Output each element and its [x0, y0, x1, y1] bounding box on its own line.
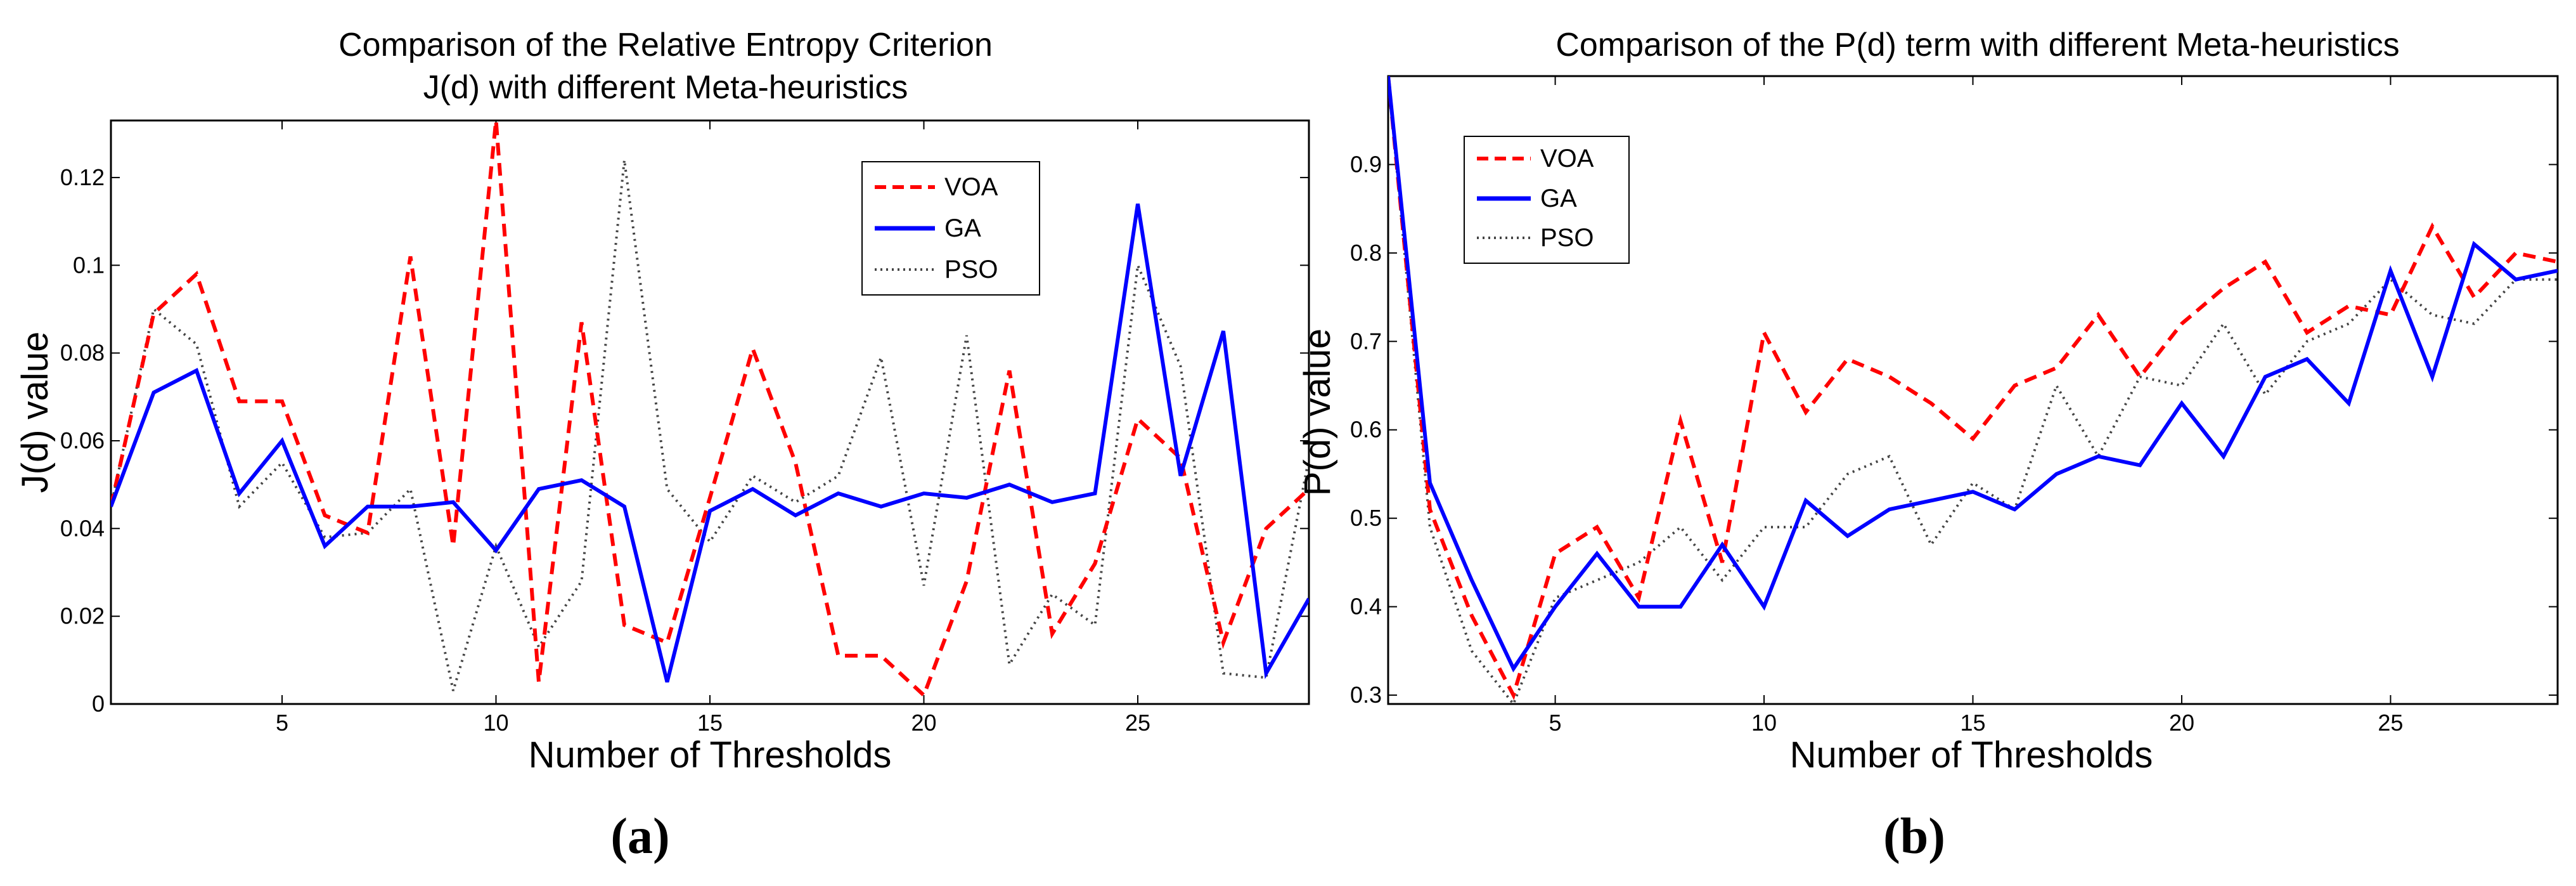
panel-b-x-tick-label-10: 10	[1751, 710, 1777, 736]
panel-b-legend: VOA GA PSO	[1464, 136, 1630, 264]
panel-b-caption: (b)	[1883, 809, 1945, 864]
panel-a-ticks: 5 10 15 20 25 0 0.02 0.04 0.06 0.08 0.1 0.12	[60, 121, 1309, 736]
panel-a-x-tick-label-10: 10	[483, 710, 508, 736]
panel-a-x-tick-label-25: 25	[1125, 710, 1150, 736]
panel-b-legend-ga: GA	[1540, 185, 1577, 212]
panel-a-y-tick-label-5: 0.1	[73, 252, 105, 278]
panel-b-y-tick-label-4: 0.7	[1350, 328, 1382, 354]
panel-a-x-tick-label-15: 15	[697, 710, 723, 736]
panel-b-x-tick-label-5: 5	[1549, 710, 1562, 736]
panel-a-y-tick-label-3: 0.06	[60, 427, 105, 453]
panel-a-legend: VOA GA PSO	[861, 161, 1040, 296]
panel-a-series	[111, 121, 1309, 699]
panel-b-legend-pso: PSO	[1540, 224, 1594, 252]
panel-b-y-tick-label-0: 0.3	[1350, 682, 1382, 708]
panel-a-x-tick-label-20: 20	[911, 710, 936, 736]
panel-b-y-tick-label-6: 0.9	[1350, 151, 1382, 177]
panel-b-series-ga-line	[1388, 76, 2558, 673]
panel-b-title: Comparison of the P(d) term with differe…	[1555, 27, 2399, 63]
panel-a-x-tick-label-5: 5	[276, 710, 288, 736]
panel-b-chart: Comparison of the P(d) term with differe…	[1297, 27, 2559, 864]
panel-b-y-tick-label-5: 0.8	[1350, 240, 1382, 266]
panel-b-ticks: 5 10 15 20 25 0.3 0.4 0.5 0.6 0.7 0.8 0.9	[1350, 76, 2558, 736]
panel-a-legend-pso: PSO	[944, 256, 998, 283]
panel-b-legend-voa: VOA	[1540, 145, 1594, 173]
panel-a-y-tick-label-1: 0.02	[60, 603, 105, 629]
panel-b-x-tick-label-25: 25	[2378, 710, 2403, 736]
panel-a-caption: (a)	[610, 809, 669, 864]
panel-a-chart: Comparison of the Relative Entropy Crite…	[15, 27, 1310, 864]
panel-b-y-tick-label-3: 0.6	[1350, 417, 1382, 443]
panel-a-y-tick-label-2: 0.04	[60, 515, 105, 541]
panel-b-y-tick-label-1: 0.4	[1350, 594, 1382, 620]
panel-a-title-line-1: Comparison of the Relative Entropy Crite…	[338, 27, 993, 63]
panel-b-y-tick-label-2: 0.5	[1350, 505, 1382, 531]
panel-a-title-line-2: J(d) with different Meta-heuristics	[423, 69, 908, 106]
panel-a-y-tick-label-6: 0.12	[60, 164, 105, 190]
panel-b-x-axis-label: Number of Thresholds	[1790, 734, 2153, 776]
panel-a-axes	[110, 119, 1310, 705]
panel-a-y-axis-label: J(d) value	[15, 332, 56, 493]
panel-a-legend-voa: VOA	[944, 173, 998, 201]
panel-a-y-tick-label-4: 0.08	[60, 340, 105, 366]
panel-a-legend-ga: GA	[944, 214, 981, 242]
panel-b-series-voa-line	[1388, 76, 2558, 701]
panel-a-series-voa-line	[111, 121, 1309, 699]
panel-b-x-tick-label-20: 20	[2169, 710, 2194, 736]
panel-b-series	[1388, 76, 2558, 704]
panel-a-y-tick-label-0: 0	[92, 691, 105, 717]
panel-a-x-axis-label: Number of Thresholds	[529, 734, 892, 776]
panel-b-y-axis-label: P(d) value	[1297, 329, 1338, 496]
panel-a-series-ga-line	[111, 203, 1309, 683]
panel-b-x-tick-label-15: 15	[1960, 710, 1985, 736]
